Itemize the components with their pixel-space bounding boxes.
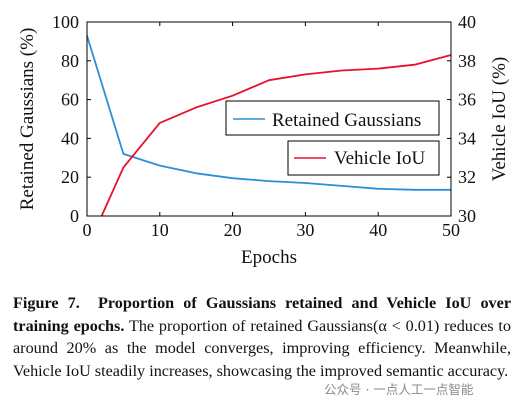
legend-retained-gaussians: Retained Gaussians: [225, 100, 440, 136]
y-left-tick-label: 60: [61, 90, 79, 110]
retained-gaussians-line: [86, 35, 451, 191]
y-left-tick-label: 20: [61, 167, 79, 187]
y-left-tick-label: 100: [52, 12, 79, 32]
plot-frame: [86, 21, 452, 217]
watermark-text: 公众号 · 一点人工一点智能: [324, 382, 474, 397]
caption-title: Proportion of Gaussians retained and Veh…: [13, 294, 512, 335]
x-tick-label: 50: [442, 220, 460, 240]
y-left-tick-label: 80: [61, 51, 79, 71]
x-tick-label: 10: [151, 220, 169, 240]
y-axis-left-label: Retained Gaussians (%): [17, 28, 38, 211]
legend-box-retained-gaussians: [225, 100, 440, 136]
y-left-tick-label: 40: [61, 128, 79, 148]
x-tick-label: 30: [296, 220, 314, 240]
legend-vehicle-iou: Vehicle IoU: [287, 140, 440, 176]
x-tick-label: 0: [83, 220, 92, 240]
x-axis-label: Epochs: [241, 247, 297, 268]
figure-caption: Figure 7. Proportion of Gaussians retain…: [13, 292, 511, 382]
caption-label: Figure 7.: [13, 294, 80, 312]
legend-label-vehicle-iou: Vehicle IoU: [334, 148, 426, 169]
y-right-tick-label: 40: [458, 12, 476, 32]
x-tick-label: 40: [369, 220, 387, 240]
x-tick-label: 20: [224, 220, 242, 240]
vehicle-iou-line: [100, 54, 452, 217]
legend-label-retained-gaussians: Retained Gaussians: [272, 110, 421, 131]
y-right-tick-label: 38: [458, 51, 476, 71]
dual-axis-line-chart: 0 10 20 30 40 50 0 20 40 60 80 100 30 32 34 36 38 40 Epoc…: [17, 12, 510, 268]
y-right-tick-label: 30: [458, 206, 476, 226]
caption-body: The proportion of retained Gaussians(α <…: [13, 316, 511, 380]
y-right-tick-label: 36: [458, 90, 476, 110]
y-axis-right-label: Vehicle IoU (%): [489, 57, 510, 182]
y-right-tick-label: 34: [458, 128, 476, 148]
y-right-tick-label: 32: [458, 167, 476, 187]
y-left-tick-label: 0: [70, 206, 79, 226]
